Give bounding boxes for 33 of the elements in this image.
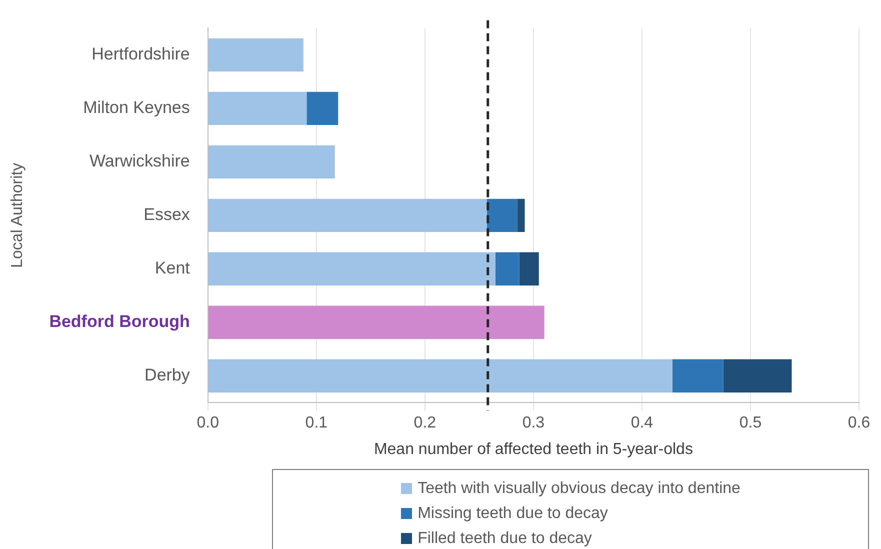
x-tick-label: 0.1 <box>305 414 328 432</box>
bar <box>208 92 307 126</box>
bar <box>208 252 496 286</box>
bar <box>208 198 487 232</box>
x-tick-label: 0.4 <box>630 414 654 432</box>
bar <box>208 145 335 178</box>
bar <box>672 359 724 392</box>
legend-label: Missing teeth due to decay <box>418 504 608 522</box>
y-tick-label: Milton Keynes <box>83 98 190 118</box>
bar <box>306 92 338 126</box>
bar <box>517 198 525 232</box>
bar <box>208 38 304 72</box>
bar <box>723 359 792 392</box>
y-tick-label: Essex <box>144 205 190 224</box>
x-tick-label: 0.3 <box>522 414 545 432</box>
y-tick-label: Derby <box>144 366 190 385</box>
bar <box>208 306 544 339</box>
legend-label: Filled teeth due to decay <box>418 530 592 548</box>
bar <box>208 359 672 392</box>
x-tick-label: 0.6 <box>848 414 870 432</box>
bar <box>486 198 518 232</box>
y-tick-label: Hertfordshire <box>92 44 190 64</box>
y-tick-label: Bedford Borough <box>49 312 190 332</box>
x-axis-title: Mean number of affected teeth in 5-year-olds <box>374 440 693 458</box>
y-tick-label: Warwickshire <box>89 152 190 171</box>
x-tick-label: 0.0 <box>196 414 220 432</box>
bar <box>495 252 520 286</box>
legend-label: Teeth with visually obvious decay into dentine <box>418 480 740 498</box>
y-tick-label: Kent <box>154 258 190 278</box>
bar <box>519 252 539 286</box>
x-tick-label: 0.5 <box>739 414 762 432</box>
y-axis-title: Local Authority <box>9 162 26 268</box>
x-tick-label: 0.2 <box>414 414 436 432</box>
